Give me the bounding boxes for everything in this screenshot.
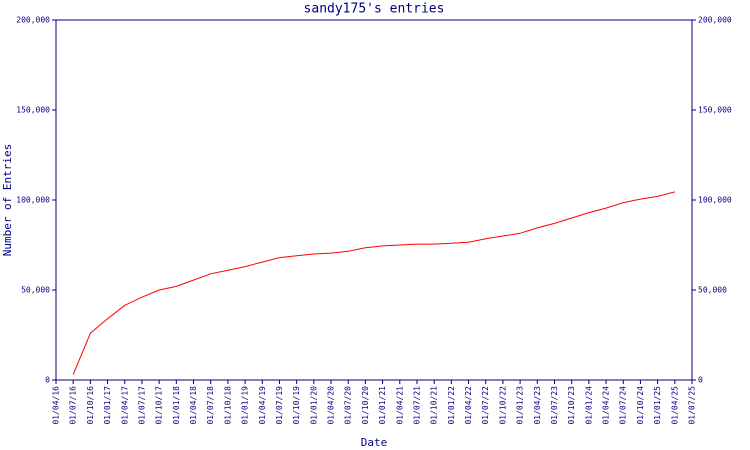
x-tick-label: 01/10/19 bbox=[292, 386, 301, 425]
x-tick-label: 01/04/24 bbox=[602, 386, 611, 425]
x-tick-label: 01/07/20 bbox=[344, 386, 353, 425]
x-tick-label: 01/04/25 bbox=[670, 386, 679, 425]
x-tick-label: 01/10/16 bbox=[86, 386, 95, 425]
y-tick-label: 0 bbox=[45, 376, 50, 385]
y2-tick-label: 0 bbox=[698, 376, 703, 385]
x-tick-label: 01/10/17 bbox=[155, 386, 164, 425]
x-tick-label: 01/10/20 bbox=[361, 386, 370, 425]
x-tick-label: 01/04/23 bbox=[533, 386, 542, 425]
x-tick-label: 01/04/21 bbox=[395, 386, 404, 425]
y-axis-title: Number of Entries bbox=[1, 144, 14, 257]
x-tick-label: 01/10/18 bbox=[223, 386, 232, 425]
plot-frame bbox=[55, 19, 693, 381]
x-tick-label: 01/04/19 bbox=[258, 386, 267, 425]
x-tick-label: 01/04/16 bbox=[52, 386, 61, 425]
x-tick-label: 01/07/22 bbox=[481, 386, 490, 425]
x-tick-label: 01/10/23 bbox=[567, 386, 576, 425]
x-tick-label: 01/07/23 bbox=[550, 386, 559, 425]
x-axis-title: Date bbox=[361, 436, 388, 449]
x-tick-label: 01/01/17 bbox=[103, 386, 112, 425]
x-tick-label: 01/07/25 bbox=[688, 386, 697, 425]
x-tick-label: 01/07/19 bbox=[275, 386, 284, 425]
x-tick-label: 01/07/17 bbox=[137, 386, 146, 425]
y-tick-label: 150,000 bbox=[16, 106, 50, 115]
x-tick-label: 01/04/22 bbox=[464, 386, 473, 425]
y2-tick-label: 150,000 bbox=[698, 106, 732, 115]
x-tick-label: 01/07/18 bbox=[206, 386, 215, 425]
x-tick-label: 01/07/21 bbox=[412, 386, 421, 425]
x-tick-label: 01/10/21 bbox=[430, 386, 439, 425]
x-tick-label: 01/01/24 bbox=[584, 386, 593, 425]
y-tick-label: 100,000 bbox=[16, 196, 50, 205]
x-tick-label: 01/01/22 bbox=[447, 386, 456, 425]
x-tick-label: 01/01/21 bbox=[378, 386, 387, 425]
x-tick-label: 01/01/23 bbox=[516, 386, 525, 425]
x-tick-label: 01/01/19 bbox=[241, 386, 250, 425]
x-tick-label: 01/01/18 bbox=[172, 386, 181, 425]
y-tick-label: 200,000 bbox=[16, 16, 50, 25]
x-tick-label: 01/10/24 bbox=[636, 386, 645, 425]
x-tick-label: 01/01/20 bbox=[309, 386, 318, 425]
chart-title: sandy175's entries bbox=[304, 2, 445, 17]
x-tick-label: 01/07/16 bbox=[69, 386, 78, 425]
x-tick-label: 01/04/18 bbox=[189, 386, 198, 425]
x-tick-label: 01/10/22 bbox=[498, 386, 507, 425]
y2-tick-label: 100,000 bbox=[698, 196, 732, 205]
x-tick-label: 01/04/20 bbox=[327, 386, 336, 425]
y2-tick-label: 200,000 bbox=[698, 16, 732, 25]
x-tick-label: 01/04/17 bbox=[120, 386, 129, 425]
x-tick-label: 01/01/25 bbox=[653, 386, 662, 425]
y-tick-label: 50,000 bbox=[21, 286, 50, 295]
data-line bbox=[72, 191, 675, 375]
x-tick-label: 01/07/24 bbox=[619, 386, 628, 425]
y2-tick-label: 50,000 bbox=[698, 286, 727, 295]
